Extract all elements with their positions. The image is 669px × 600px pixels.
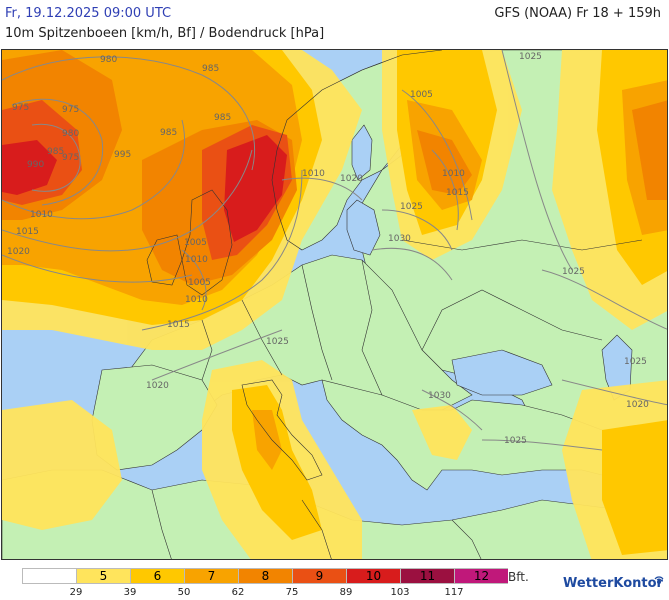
forecast-datetime: Fr, 19.12.2025 09:00 UTC <box>5 6 172 21</box>
isobar-label: 975 <box>62 105 79 115</box>
legend-box: 6 <box>130 568 184 584</box>
gust-field <box>2 50 667 559</box>
isobar-label: 1005 <box>410 90 433 100</box>
isobar-label: 1015 <box>446 188 469 198</box>
legend-box: 12 <box>454 568 508 584</box>
legend-unit: Bft. <box>508 570 529 584</box>
legend-tick: 117 <box>444 587 464 598</box>
isobar-label: 1025 <box>504 436 527 446</box>
legend-tick: 103 <box>390 587 410 598</box>
isobars <box>2 50 667 451</box>
borders <box>146 50 643 559</box>
legend-box: 7 <box>184 568 238 584</box>
isobar-label: 980 <box>62 129 79 139</box>
isobar-label: 1010 <box>185 255 208 265</box>
legend-tick: 50 <box>177 587 191 598</box>
legend-tick: 62 <box>231 587 245 598</box>
isobar-label: 985 <box>214 113 231 123</box>
isobar-label: 985 <box>202 64 219 74</box>
legend-tick: 29 <box>69 587 83 598</box>
legend-box: 8 <box>238 568 292 584</box>
legend-box: 10 <box>346 568 400 584</box>
legend-box: 11 <box>400 568 454 584</box>
wetterkontor-logo[interactable]: WetterKontor <box>563 576 663 591</box>
isobar-label: 1020 <box>146 381 169 391</box>
isobar-label: 980 <box>100 55 117 65</box>
legend-box: 9 <box>292 568 346 584</box>
isobar-label: 975 <box>12 103 29 113</box>
isobar-label: 1010 <box>442 169 465 179</box>
isobar-label: 1010 <box>30 210 53 220</box>
isobar-label: 985 <box>47 147 64 157</box>
isobar-label: 1010 <box>302 169 325 179</box>
legend-tick: 75 <box>285 587 299 598</box>
weather-map: 975 975 980 985 975 980 985 990 985 985 995 1010 101… <box>1 49 668 560</box>
isobar-label: 1025 <box>400 202 423 212</box>
isobar-label: 1025 <box>624 357 647 367</box>
legend-box <box>22 568 76 584</box>
isobar-label: 1025 <box>519 52 542 62</box>
isobar-label: 1015 <box>16 227 39 237</box>
isobar-label: 985 <box>160 128 177 138</box>
model-run-label: GFS (NOAA) Fr 18 + 159h <box>494 6 661 21</box>
isobar-label: 1020 <box>7 247 30 257</box>
isobar-labels: 975 9759809859759809859909859859951010101… <box>7 52 649 446</box>
isobar-label: 1005 <box>184 238 207 248</box>
isobar-label: 1020 <box>626 400 649 410</box>
isobar-label: 1005 <box>188 278 211 288</box>
isobar-label: 975 <box>62 153 79 163</box>
isobar-label: 1030 <box>428 391 451 401</box>
isobar-label: 1020 <box>340 174 363 184</box>
isobar-label: 1010 <box>185 295 208 305</box>
isobar-label: 1025 <box>562 267 585 277</box>
legend-tick: 39 <box>123 587 137 598</box>
isobar-label: 995 <box>114 150 131 160</box>
satellite-icon <box>654 576 664 584</box>
legend-tick: 89 <box>339 587 353 598</box>
isobar-label: 1015 <box>167 320 190 330</box>
isobar-label: 1030 <box>388 234 411 244</box>
map-canvas: 975 9759809859759809859909859859951010101… <box>2 50 667 559</box>
parameter-title: 10m Spitzenboeen [km/h, Bf] / Bodendruck… <box>5 26 325 41</box>
legend-box: 5 <box>76 568 130 584</box>
isobar-label: 1025 <box>266 337 289 347</box>
inland-seas <box>346 124 633 401</box>
isobar-label: 990 <box>27 160 44 170</box>
